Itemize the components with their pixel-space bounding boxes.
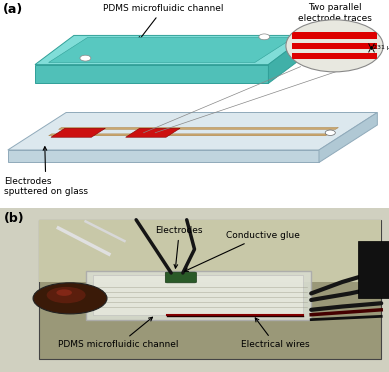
Polygon shape <box>58 128 338 129</box>
Circle shape <box>56 289 72 296</box>
Text: (b): (b) <box>4 212 25 225</box>
FancyBboxPatch shape <box>358 241 389 298</box>
Polygon shape <box>268 35 307 83</box>
FancyBboxPatch shape <box>292 43 377 49</box>
Polygon shape <box>51 128 105 137</box>
FancyBboxPatch shape <box>39 220 381 359</box>
Circle shape <box>325 130 335 135</box>
Text: 231 μm: 231 μm <box>373 45 389 51</box>
Circle shape <box>259 34 270 40</box>
Text: Conductive glue: Conductive glue <box>184 231 300 272</box>
Text: PDMS microfluidic channel: PDMS microfluidic channel <box>58 317 179 349</box>
FancyBboxPatch shape <box>292 32 377 39</box>
Polygon shape <box>126 128 180 137</box>
Polygon shape <box>35 65 268 83</box>
FancyBboxPatch shape <box>86 270 311 320</box>
FancyBboxPatch shape <box>93 275 303 315</box>
Text: PDMS microfluidic channel: PDMS microfluidic channel <box>103 4 224 41</box>
Text: Two parallel
electrode traces: Two parallel electrode traces <box>298 3 371 23</box>
Polygon shape <box>319 112 377 163</box>
Circle shape <box>47 287 86 303</box>
Polygon shape <box>35 35 307 65</box>
Circle shape <box>33 283 107 314</box>
FancyBboxPatch shape <box>0 208 389 372</box>
Text: Electrodes: Electrodes <box>156 226 203 268</box>
FancyBboxPatch shape <box>39 220 381 282</box>
Text: (a): (a) <box>3 3 23 16</box>
Circle shape <box>286 20 383 72</box>
Polygon shape <box>8 112 377 150</box>
Polygon shape <box>49 134 328 136</box>
Polygon shape <box>49 38 294 62</box>
Text: Electrodes
sputtered on glass: Electrodes sputtered on glass <box>4 147 88 196</box>
FancyBboxPatch shape <box>165 272 196 283</box>
Polygon shape <box>8 150 319 163</box>
Text: Electrical wires: Electrical wires <box>241 318 310 349</box>
Circle shape <box>80 55 91 61</box>
FancyBboxPatch shape <box>292 53 377 60</box>
